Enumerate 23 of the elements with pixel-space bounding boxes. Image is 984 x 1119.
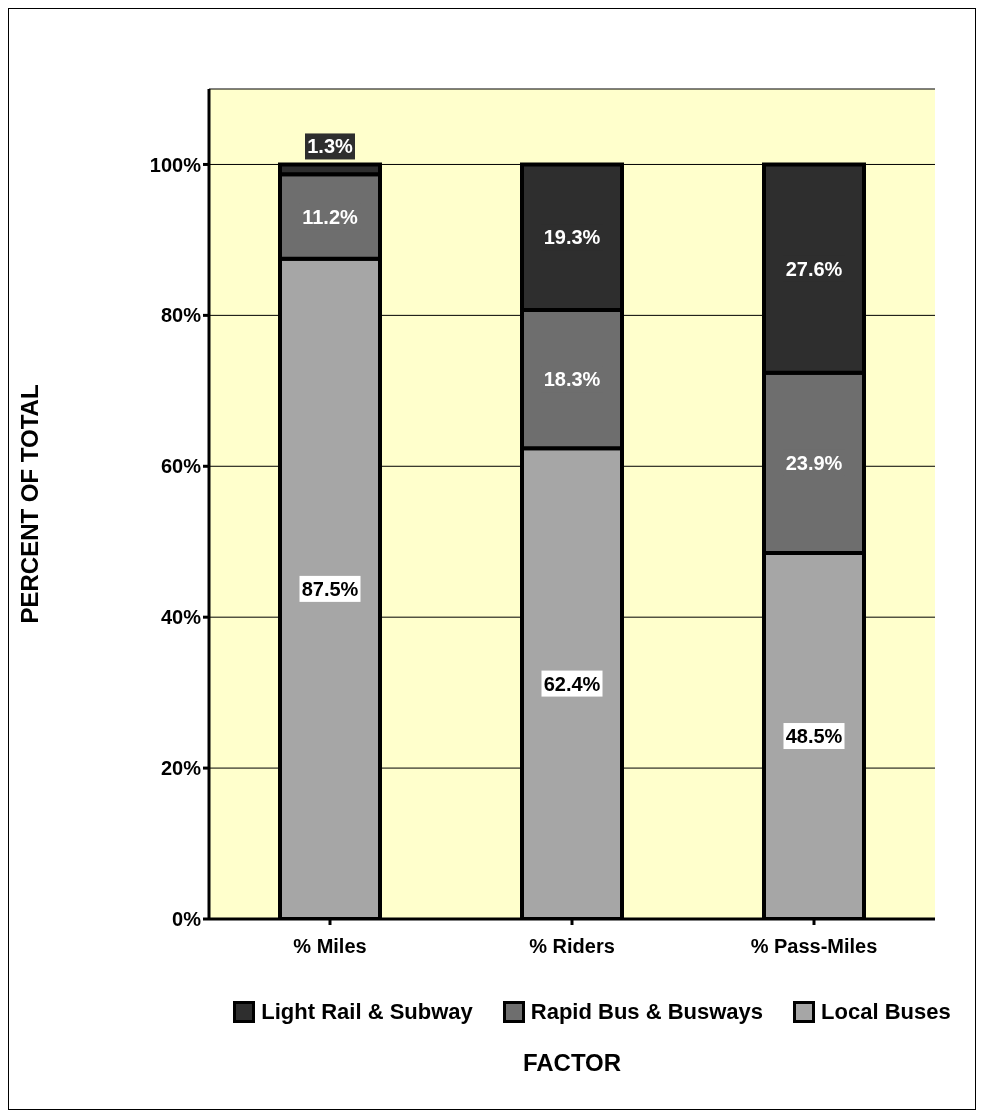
x-tick-label: % Miles bbox=[293, 935, 367, 958]
data-label: 11.2% bbox=[302, 205, 359, 228]
data-label: 62.4% bbox=[543, 672, 601, 695]
y-tick-label: 100% bbox=[149, 153, 202, 176]
data-label: 18.3% bbox=[543, 368, 601, 391]
data-label: 23.9% bbox=[785, 451, 843, 474]
x-tick-label: % Pass-Miles bbox=[750, 935, 878, 958]
y-tick-label: 40% bbox=[160, 606, 202, 629]
data-label: 1.3% bbox=[307, 135, 354, 158]
y-tick-label: 20% bbox=[160, 757, 202, 780]
legend-label: Rapid Bus & Busways bbox=[530, 999, 764, 1025]
legend-label: Light Rail & Subway bbox=[261, 999, 473, 1025]
data-label: 27.6% bbox=[785, 257, 843, 280]
x-tick-label: % Riders bbox=[529, 935, 615, 958]
y-tick-label: 80% bbox=[160, 304, 202, 327]
data-label: 87.5% bbox=[301, 577, 359, 600]
x-axis-title: FACTOR bbox=[521, 1049, 623, 1077]
y-tick-label: 0% bbox=[172, 908, 202, 931]
data-label: 19.3% bbox=[543, 226, 601, 249]
y-tick-label: 60% bbox=[160, 455, 202, 478]
data-label: 48.5% bbox=[785, 725, 843, 748]
y-axis-title: PERCENT OF TOTAL bbox=[15, 384, 43, 624]
legend-label: Local Buses bbox=[821, 999, 951, 1025]
